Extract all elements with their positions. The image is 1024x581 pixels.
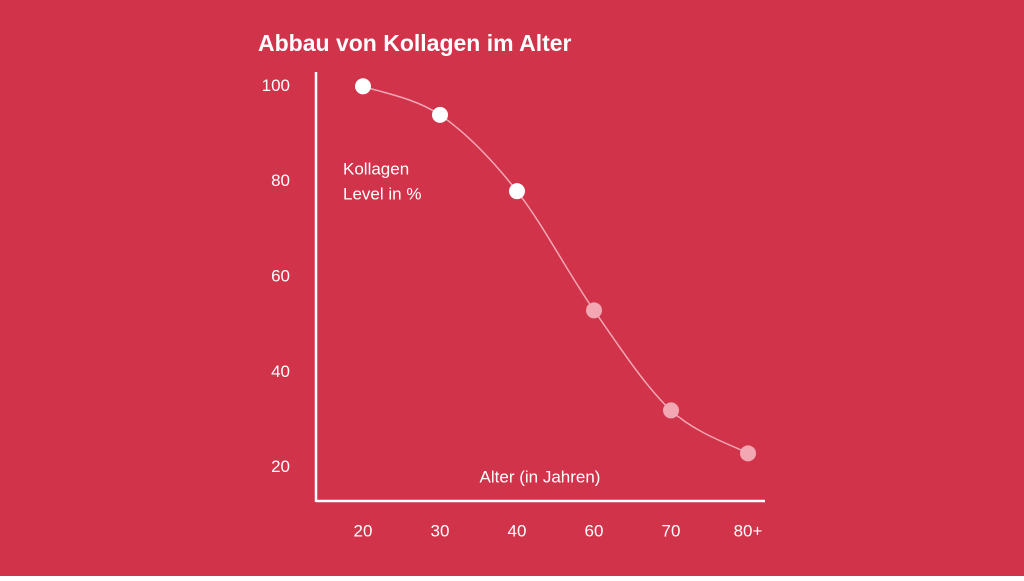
y-tick-label: 80 — [271, 171, 290, 190]
point — [586, 302, 602, 319]
x-tick-label: 30 — [431, 521, 450, 540]
point — [663, 402, 679, 419]
point — [509, 183, 525, 200]
y-axis-label: Kollagen — [343, 159, 409, 178]
y-tick-label: 100 — [262, 76, 290, 95]
y-tick-label: 40 — [271, 362, 290, 381]
x-tick-label: 20 — [354, 521, 373, 540]
y-tick-label: 20 — [271, 457, 290, 476]
point — [432, 106, 448, 123]
y-axis-label: Level in % — [343, 184, 421, 203]
x-tick-label: 80+ — [734, 521, 763, 540]
point — [355, 78, 371, 95]
x-tick-label: 40 — [508, 521, 527, 540]
point — [740, 445, 756, 462]
x-tick-label: 70 — [662, 521, 681, 540]
x-tick-label: 60 — [585, 521, 604, 540]
x-axis-label: Alter (in Jahren) — [480, 467, 601, 486]
chart-title: Abbau von Kollagen im Alter — [258, 30, 572, 56]
y-tick-label: 60 — [271, 266, 290, 285]
